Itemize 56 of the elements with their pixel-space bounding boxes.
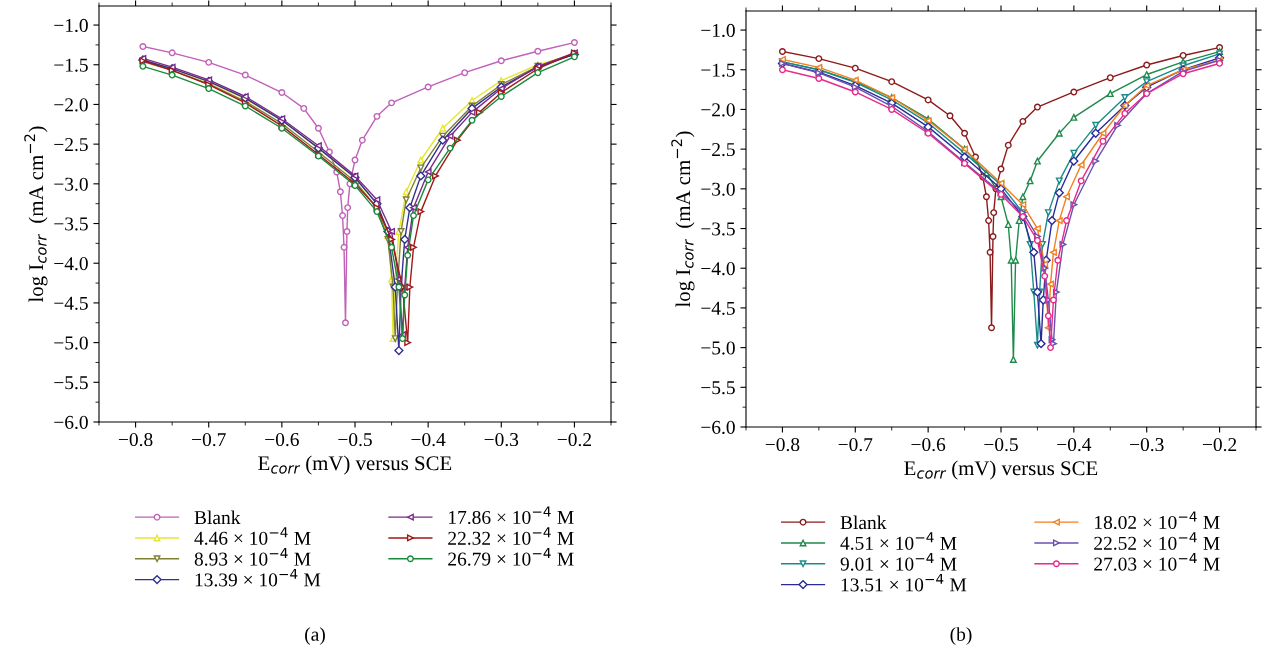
x-tick-label: −0.3 bbox=[484, 432, 519, 447]
y-tick-label: −3.0 bbox=[701, 182, 735, 196]
legend-label: Blank bbox=[840, 515, 887, 530]
y-tick-label: −5.5 bbox=[701, 381, 735, 395]
y-axis-title: log I$_{corr}$ (mA cm$^{−2}$) bbox=[671, 131, 695, 308]
legend-label: 18.02 × 10$^{−4}$ M bbox=[1095, 511, 1220, 530]
text: (b) bbox=[950, 627, 972, 645]
legend-label: 13.39 × 10$^{−4}$ M bbox=[195, 568, 321, 587]
legend-label: Blank bbox=[194, 510, 241, 525]
x-axis-title: E$_{corr}$ (mV) versus SCE bbox=[258, 455, 452, 475]
x-tick-label: −0.7 bbox=[838, 437, 873, 452]
y-tick-label: −5.0 bbox=[701, 341, 735, 355]
y-tick-label: −2.5 bbox=[701, 143, 735, 157]
y-tick-label: −2.0 bbox=[701, 103, 735, 117]
y-tick-label: −1.5 bbox=[54, 58, 88, 72]
x-tick-label: −0.5 bbox=[984, 437, 1018, 452]
legend-label: 9.01 × 10$^{−4}$ M bbox=[840, 553, 957, 571]
legend-label: 27.03 × 10$^{−4}$ M bbox=[1094, 553, 1220, 571]
x-tick-label: −0.6 bbox=[911, 437, 946, 452]
y-tick-label: −4.5 bbox=[54, 296, 88, 310]
legend-label: 8.93 × 10$^{−4}$ M bbox=[194, 548, 311, 566]
y-tick-label: −4.0 bbox=[701, 262, 735, 276]
legend-label: 26.79 × 10$^{−4}$ M bbox=[448, 548, 574, 566]
y-tick-label: −5.0 bbox=[54, 336, 88, 350]
legend-label: 4.51 × 10$^{−4}$ M bbox=[840, 532, 957, 550]
y-tick-label: −1.5 bbox=[701, 63, 735, 77]
legend-label: 4.46 × 10$^{−4}$ M bbox=[194, 527, 311, 545]
x-tick-label: −0.7 bbox=[192, 432, 226, 447]
y-tick-label: −6.0 bbox=[701, 420, 735, 435]
x-axis-title: E$_{corr}$ (mV) versus SCE bbox=[904, 460, 1098, 480]
legend-label: 22.32 × 10$^{−4}$ M bbox=[448, 527, 574, 545]
y-tick-label: −3.0 bbox=[54, 177, 88, 191]
legend-label: 17.86 × 10$^{−4}$ M bbox=[449, 506, 574, 525]
y-tick-label: −1.0 bbox=[701, 23, 735, 38]
y-tick-label: −3.5 bbox=[54, 217, 88, 231]
y-tick-label: −4.0 bbox=[54, 257, 88, 271]
y-tick-label: −2.5 bbox=[54, 138, 88, 152]
legend-label: 22.52 × 10$^{−4}$ M bbox=[1094, 532, 1220, 550]
x-tick-label: −0.4 bbox=[1057, 437, 1092, 452]
x-tick-label: −0.3 bbox=[1130, 437, 1164, 452]
y-tick-label: −4.5 bbox=[701, 301, 735, 315]
text: (a) bbox=[305, 627, 325, 645]
x-tick-label: −0.8 bbox=[765, 437, 800, 452]
y-tick-label: −2.0 bbox=[54, 98, 88, 112]
legend-label: 13.51 × 10$^{−4}$ M bbox=[841, 573, 967, 592]
x-tick-label: −0.2 bbox=[1202, 437, 1237, 452]
x-tick-label: −0.8 bbox=[118, 432, 153, 447]
y-tick-label: −5.5 bbox=[54, 376, 88, 390]
y-tick-label: −6.0 bbox=[54, 415, 88, 430]
x-tick-label: −0.5 bbox=[338, 432, 372, 447]
x-tick-label: −0.6 bbox=[265, 432, 299, 447]
y-tick-label: −3.5 bbox=[701, 222, 735, 236]
x-tick-label: −0.4 bbox=[411, 432, 446, 447]
x-tick-label: −0.2 bbox=[557, 432, 591, 447]
y-tick-label: −1.0 bbox=[54, 18, 88, 33]
y-axis-title: log I$_{corr}$ (mA cm$^{−2}$) bbox=[24, 126, 48, 303]
